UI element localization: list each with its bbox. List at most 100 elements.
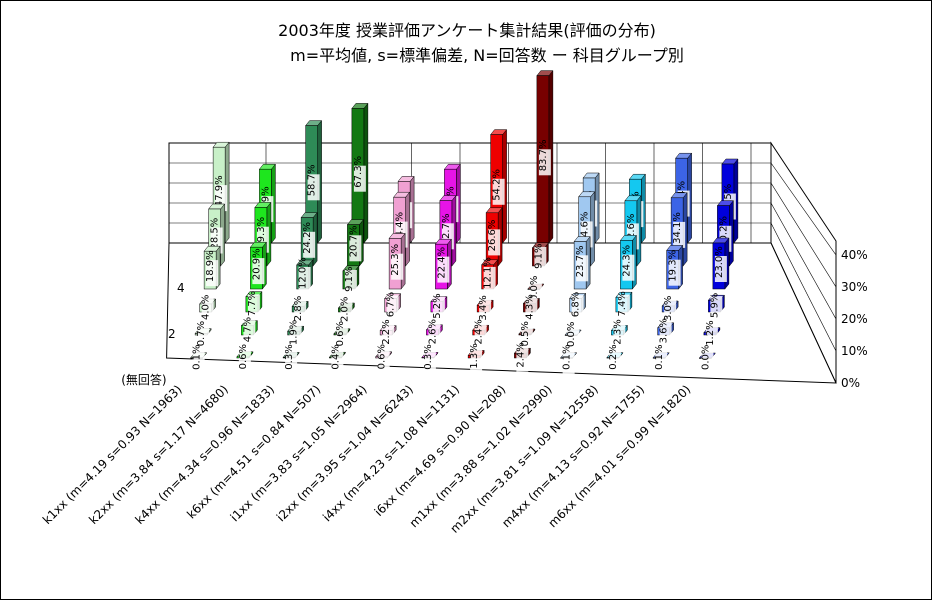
data-label: 0.6% <box>377 344 388 369</box>
data-label: 0.5% <box>520 321 531 346</box>
vertical-tick-label: 0% <box>841 376 860 390</box>
data-label: 7.7% <box>247 291 258 316</box>
data-label: 29.3% <box>256 217 267 249</box>
data-label: 0.0% <box>529 276 540 301</box>
data-label: 24.3% <box>621 245 632 277</box>
data-label-bg <box>294 299 307 326</box>
data-label-bg <box>668 259 681 286</box>
gridline <box>770 222 837 352</box>
data-label-bg <box>576 255 589 282</box>
data-label: 58.7% <box>307 165 318 197</box>
data-label: 3.0% <box>663 296 674 321</box>
data-label: 54.2% <box>492 169 503 201</box>
data-label-bg <box>655 347 668 374</box>
data-label-bg <box>243 320 256 347</box>
data-label: 0.3% <box>284 344 295 369</box>
chart-subtitle: m=平均値, s=標準偏差, N=回答数 ー 科目グループ別 <box>290 46 684 65</box>
data-label-bg <box>567 325 580 351</box>
data-label: 4.7% <box>242 317 253 342</box>
data-label: 47.9% <box>214 175 225 207</box>
data-label: 22.4% <box>436 247 447 279</box>
data-label: 20.7% <box>348 226 359 258</box>
vertical-tick-label: 20% <box>841 312 868 326</box>
data-label-bg <box>307 174 320 201</box>
data-label: 67.3% <box>353 156 364 188</box>
data-label: 2.4% <box>515 342 526 367</box>
data-label: 3.4% <box>478 295 489 320</box>
data-label: 1.2% <box>705 320 716 345</box>
data-label-bg <box>377 347 390 374</box>
data-label-bg <box>344 269 357 296</box>
series-row-label: 2 <box>168 327 176 341</box>
data-label: 28.5% <box>210 218 221 250</box>
data-label-bg <box>285 347 298 374</box>
data-label: 32.7% <box>441 214 452 246</box>
data-label-bg <box>622 254 635 281</box>
data-label-bg <box>608 347 621 374</box>
data-label-bg <box>331 347 344 374</box>
data-label-bg <box>673 221 686 248</box>
bar-7-5 <box>536 69 554 244</box>
data-label-bg <box>520 324 533 351</box>
data-label-bg <box>474 322 487 349</box>
data-label-bg <box>664 299 677 325</box>
data-label: 2.4% <box>474 319 485 344</box>
data-label-bg <box>534 246 547 273</box>
data-label-bg <box>571 295 584 322</box>
data-label: 2.2% <box>381 319 392 344</box>
data-label: 32.6% <box>626 214 637 246</box>
data-label-bg <box>303 231 316 258</box>
data-label: 5.9% <box>709 293 720 318</box>
data-label: 18.9% <box>205 250 216 282</box>
data-label-bg <box>714 256 727 282</box>
data-label-bg <box>340 300 353 326</box>
gridline <box>770 162 837 256</box>
data-label: 30.2% <box>718 216 729 248</box>
vertical-tick-label: 40% <box>841 248 868 262</box>
data-label-bg <box>617 294 630 321</box>
data-label: 25.3% <box>390 244 401 276</box>
data-label: 1.9% <box>289 320 300 345</box>
data-label-bg <box>710 296 723 323</box>
data-label: 9.1% <box>344 266 355 291</box>
gridline <box>770 242 837 384</box>
data-label-bg <box>488 229 501 256</box>
data-label: 0.3% <box>423 344 434 369</box>
data-label-bg <box>423 347 436 374</box>
data-label-bg <box>483 266 496 293</box>
data-label: 0.0% <box>566 322 577 347</box>
data-label: 34.1% <box>672 212 683 244</box>
data-label-bg <box>349 235 362 262</box>
data-label: 34.4% <box>395 212 406 244</box>
vertical-tick-label: 10% <box>841 344 868 358</box>
data-label: 6.8% <box>571 292 582 317</box>
data-label: 3.6% <box>659 318 670 343</box>
series-row-label: 4 <box>177 281 185 295</box>
data-label: 2.3% <box>612 319 623 344</box>
data-label: 24.2% <box>302 222 313 254</box>
data-label: 19.3% <box>668 250 679 282</box>
data-label-bg <box>252 258 265 285</box>
data-label: 34.6% <box>580 212 591 244</box>
data-label: 0.6% <box>335 321 346 346</box>
data-label-bg <box>201 298 214 324</box>
data-label: 0.1% <box>654 344 665 369</box>
data-label-bg <box>659 321 672 348</box>
data-label-bg <box>192 347 205 374</box>
data-label: 1.3% <box>469 343 480 368</box>
data-label-bg <box>479 298 492 325</box>
chart-title: 2003年度 授業評価アンケート集計結果(評価の分布) <box>278 21 656 40</box>
data-label-bg <box>470 346 483 373</box>
data-label: 2.0% <box>339 297 350 322</box>
data-label: 2.6% <box>427 319 438 344</box>
data-label-bg <box>353 165 366 192</box>
data-label-bg <box>432 296 445 323</box>
data-label-bg <box>613 322 626 349</box>
data-label-bg <box>492 178 505 205</box>
data-label: 39.5% <box>723 184 734 216</box>
series-row-label: (無回答) <box>121 372 166 387</box>
data-label: 0.2% <box>608 344 619 369</box>
data-label-bg <box>525 297 538 324</box>
